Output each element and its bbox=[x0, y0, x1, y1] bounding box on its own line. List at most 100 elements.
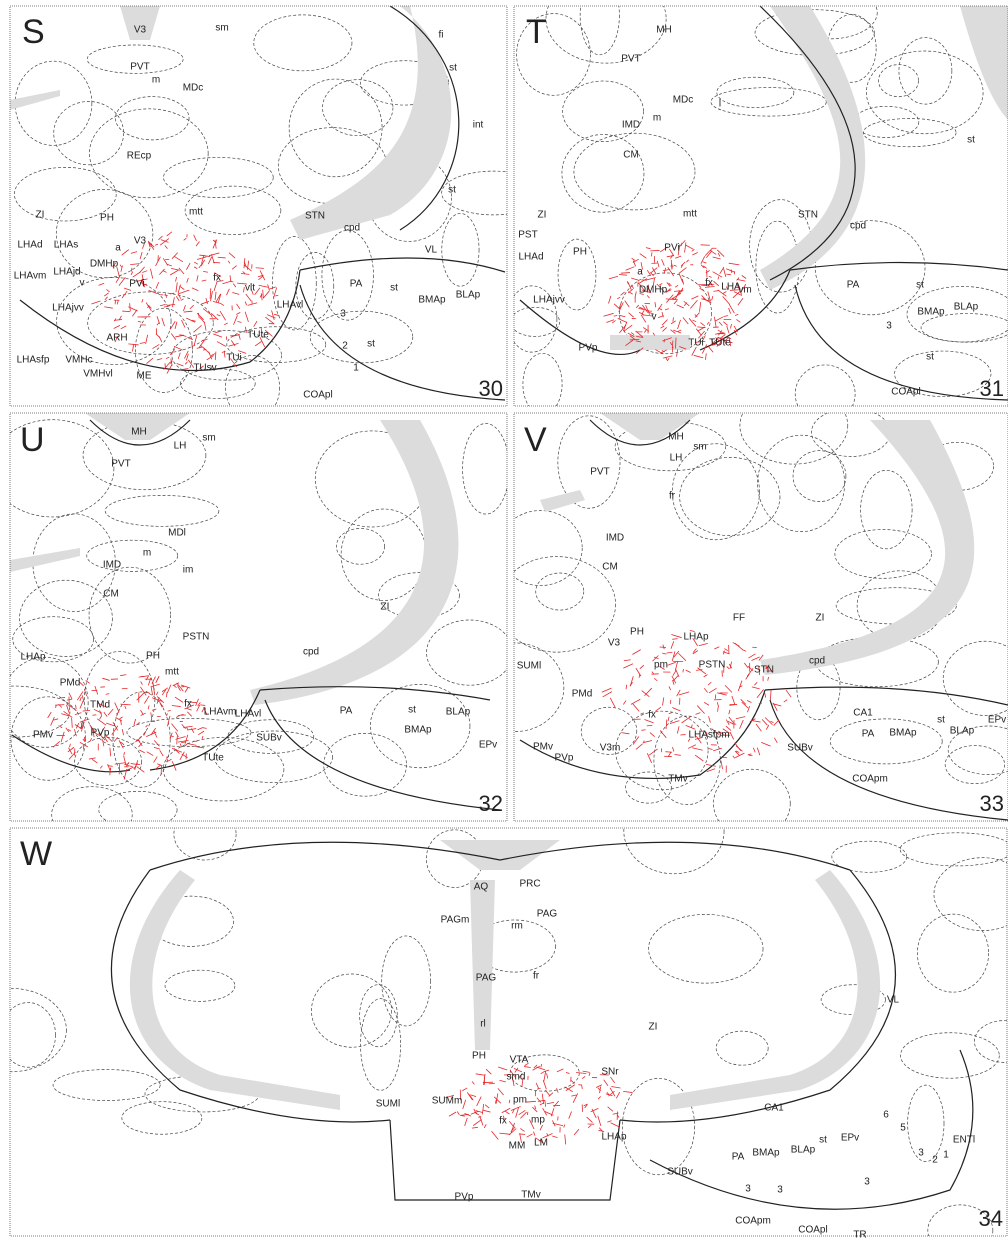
fiber-tract bbox=[120, 6, 160, 40]
labeled-fiber bbox=[198, 263, 203, 269]
labeled-fiber bbox=[217, 256, 226, 259]
labeled-fiber bbox=[174, 256, 184, 263]
fiber-tract bbox=[600, 413, 700, 440]
region-outline bbox=[381, 935, 431, 1027]
labeled-fiber bbox=[158, 235, 163, 241]
labeled-fiber bbox=[499, 1079, 506, 1083]
region-label: 3 bbox=[918, 1148, 924, 1159]
region-label: SUMm bbox=[432, 1096, 463, 1107]
region-outline bbox=[878, 64, 919, 98]
region-label: CM bbox=[103, 589, 119, 600]
labeled-fiber bbox=[728, 341, 733, 344]
labeled-fiber bbox=[120, 741, 125, 746]
labeled-fiber bbox=[212, 261, 221, 264]
region-label: LM bbox=[534, 1138, 548, 1149]
labeled-fiber bbox=[184, 734, 189, 744]
brain-outline bbox=[110, 869, 391, 1123]
labeled-fiber bbox=[515, 1107, 519, 1118]
labeled-fiber bbox=[729, 289, 739, 291]
labeled-fiber bbox=[105, 722, 115, 727]
labeled-fiber bbox=[607, 1106, 614, 1112]
labeled-fiber bbox=[497, 1088, 504, 1096]
labeled-fiber bbox=[122, 310, 130, 313]
labeled-fiber bbox=[184, 350, 189, 359]
region-label: sm bbox=[693, 442, 706, 453]
region-label: 3 bbox=[886, 321, 892, 332]
labeled-fiber bbox=[58, 703, 63, 708]
labeled-fiber bbox=[595, 1084, 603, 1088]
labeled-fiber bbox=[536, 1087, 541, 1090]
labeled-fiber bbox=[668, 712, 673, 715]
labeled-fiber bbox=[572, 1093, 579, 1103]
region-outline bbox=[614, 421, 727, 472]
labeled-fiber bbox=[707, 681, 712, 686]
labeled-fiber bbox=[704, 247, 713, 256]
labeled-fiber bbox=[119, 716, 123, 720]
labeled-fiber bbox=[635, 667, 642, 677]
labeled-fiber bbox=[655, 349, 664, 355]
region-label: MDc bbox=[673, 95, 694, 106]
labeled-fiber bbox=[659, 283, 663, 286]
labeled-fiber bbox=[623, 324, 633, 332]
labeled-fiber bbox=[140, 686, 147, 696]
labeled-fiber bbox=[691, 249, 695, 252]
labeled-fiber bbox=[222, 280, 232, 285]
labeled-fiber bbox=[657, 303, 663, 312]
region-label: BLAp bbox=[456, 290, 481, 301]
brain-outline bbox=[759, 6, 856, 281]
labeled-fiber bbox=[667, 661, 676, 666]
labeled-fiber bbox=[76, 691, 84, 701]
labeled-fiber bbox=[670, 320, 676, 325]
labeled-fiber bbox=[456, 1111, 460, 1116]
labeled-fiber bbox=[245, 293, 252, 302]
region-label: st bbox=[408, 705, 416, 716]
labeled-fiber bbox=[668, 686, 672, 691]
labeled-fiber bbox=[655, 706, 662, 712]
labeled-fiber bbox=[494, 1099, 497, 1104]
labeled-fiber bbox=[716, 702, 719, 706]
region-outline bbox=[214, 730, 333, 783]
labeled-fiber bbox=[691, 295, 699, 300]
region-label: BLAp bbox=[446, 707, 471, 718]
labeled-fiber bbox=[186, 317, 196, 323]
labeled-fiber bbox=[175, 736, 186, 740]
labeled-fiber bbox=[167, 715, 171, 727]
region-outline bbox=[933, 857, 1007, 931]
labeled-fiber bbox=[60, 731, 65, 743]
labeled-fiber bbox=[662, 697, 665, 706]
labeled-fiber bbox=[171, 747, 182, 753]
labeled-fiber bbox=[518, 1073, 523, 1079]
region-outline bbox=[309, 310, 414, 364]
region-outline bbox=[615, 710, 709, 791]
labeled-fiber bbox=[207, 256, 213, 265]
region-label: m bbox=[143, 548, 151, 559]
labeled-fiber bbox=[219, 310, 226, 321]
labeled-fiber bbox=[156, 358, 163, 361]
labeled-fiber bbox=[728, 307, 731, 314]
fiber-tract bbox=[470, 880, 495, 1050]
labeled-fiber bbox=[126, 764, 133, 768]
labeled-fiber bbox=[503, 1115, 505, 1120]
labeled-fiber bbox=[145, 690, 150, 694]
plate-number: 30 bbox=[479, 376, 503, 401]
labeled-fiber bbox=[88, 757, 96, 760]
labeled-fiber bbox=[177, 352, 181, 359]
labeled-fiber bbox=[678, 272, 684, 283]
labeled-fiber bbox=[142, 270, 148, 273]
labeled-fiber bbox=[718, 330, 723, 336]
labeled-fiber bbox=[728, 716, 734, 723]
labeled-fiber bbox=[475, 1110, 483, 1113]
labeled-fiber bbox=[734, 742, 742, 752]
region-outline bbox=[710, 87, 827, 117]
labeled-fiber bbox=[139, 749, 145, 754]
labeled-fiber bbox=[603, 312, 614, 317]
labeled-fiber bbox=[703, 701, 710, 706]
region-label: V3 bbox=[134, 25, 147, 36]
region-label: cpd bbox=[303, 647, 319, 658]
labeled-fiber bbox=[641, 690, 650, 698]
brain-outline bbox=[11, 734, 131, 773]
labeled-fiber bbox=[728, 709, 731, 715]
region-label: LHAd bbox=[17, 240, 42, 251]
brain-outline bbox=[389, 1119, 621, 1201]
labeled-fiber bbox=[758, 666, 760, 676]
